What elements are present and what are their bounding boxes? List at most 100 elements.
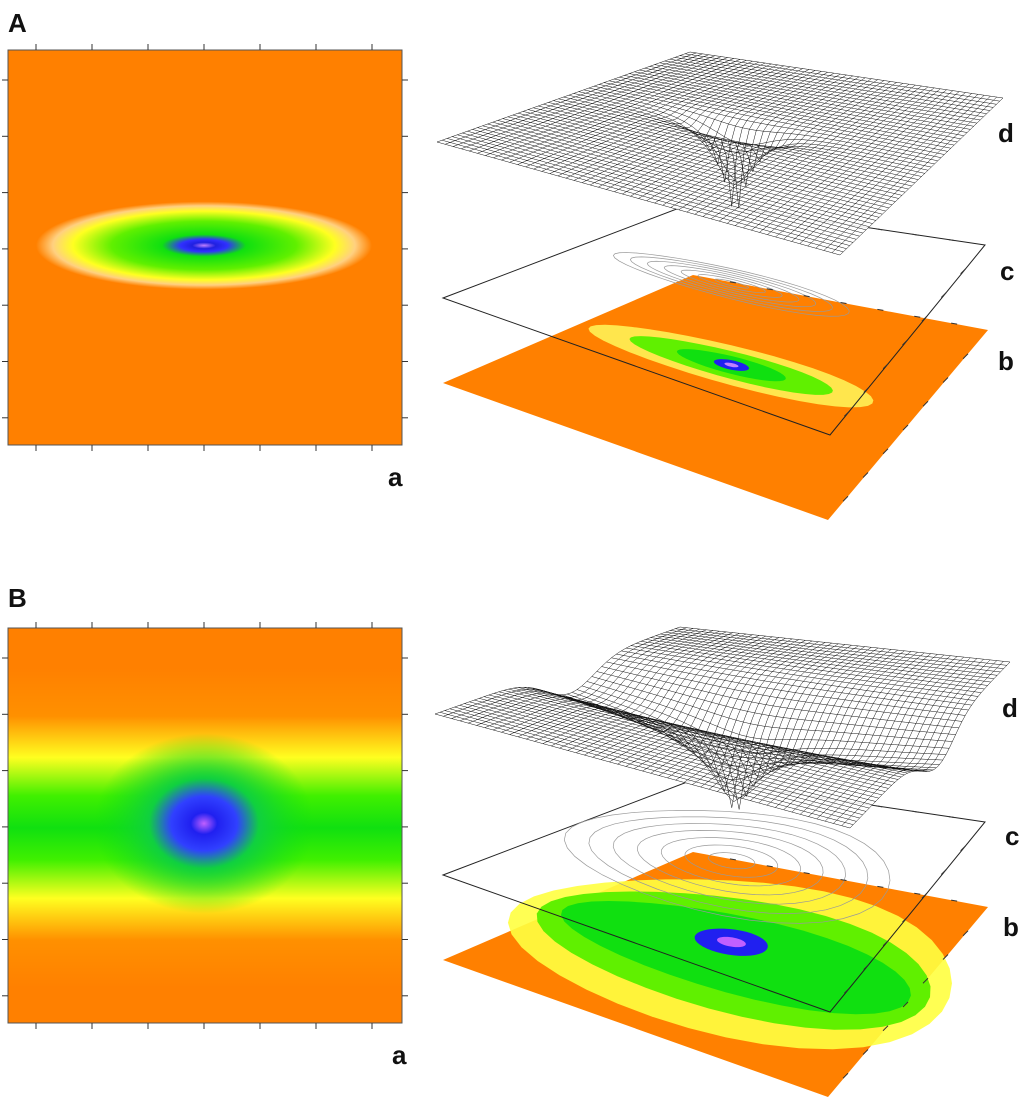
mesh-line [783,91,960,240]
mesh-line [849,661,1011,829]
mesh-line [678,79,878,211]
mesh-line [667,646,865,779]
contour [697,274,766,294]
contour [708,852,756,870]
tick [844,410,850,417]
mesh-line [741,652,925,799]
mesh-line [674,57,994,108]
heatmap-frame [7,49,403,446]
layer-b-plane [443,275,988,520]
tick [882,363,889,370]
mesh-line [640,641,985,690]
tick [942,954,949,960]
mesh-line [635,643,982,693]
mesh-line [750,653,931,801]
mesh-line [642,644,846,788]
layer-c-plane [441,778,986,1013]
mesh-line [629,73,964,136]
mesh-line [751,87,935,231]
tick [951,899,958,902]
mesh-line [807,94,979,247]
mesh-line [660,633,998,676]
tick [921,315,928,322]
mesh-line [614,78,955,146]
tick [863,964,870,970]
mesh-line [694,81,891,215]
mesh-line [658,645,859,776]
mesh-line [791,92,966,242]
mesh-line [675,628,1007,666]
mesh-line [646,75,853,201]
mesh-line [733,652,918,797]
mesh-line [586,681,950,749]
mesh-line [675,647,872,781]
mesh-line [601,666,959,729]
tick [960,845,966,852]
mesh-line [639,69,971,130]
mesh-line [591,676,953,742]
mesh-line [621,650,972,706]
tick [948,239,955,242]
tick [902,424,909,431]
contour [684,844,779,878]
tick [840,302,847,304]
mesh-line [700,649,892,788]
contour [714,278,749,289]
tick [842,1072,849,1079]
mesh-line [577,689,943,773]
mesh-line [664,60,987,114]
contour [588,816,869,915]
tick [940,292,947,298]
mesh-line [644,67,974,127]
mesh-line [669,58,990,111]
mesh-line [758,654,938,804]
tick [922,977,929,984]
mesh-line [583,89,935,165]
mesh-line [783,656,958,810]
mesh-line [649,66,977,124]
contour [663,265,800,303]
mesh-line [670,630,1004,669]
heatmap-frame [7,627,403,1024]
mesh-line [735,85,922,226]
mesh-line [689,51,1004,99]
mesh-line [823,95,991,251]
mesh-line [831,96,997,253]
tick [882,1025,889,1032]
mesh-line [759,88,941,233]
contour [629,256,833,312]
mesh-line [766,654,945,806]
tick [844,987,850,994]
mesh-line [710,83,903,220]
tick [912,810,919,813]
layer-label: b [998,346,1014,376]
tick [922,400,929,407]
heatmap [2,622,408,1029]
tick [914,315,921,318]
mesh-line [799,93,972,244]
mesh-line [767,89,947,235]
layer-label: d [998,118,1014,148]
mesh-line [616,653,969,711]
tick [876,805,883,808]
tick [902,1001,909,1008]
layer-b-blob [724,362,739,368]
tick [842,495,849,502]
tick [962,930,969,937]
mesh-line [816,659,984,820]
mesh-line [558,98,919,180]
mesh-line [725,651,912,794]
mesh-line [665,631,1001,673]
tick [877,885,884,888]
mesh-line [743,86,929,229]
tick [882,448,889,455]
layer-b-blob [561,901,911,1015]
heatmap-label: a [392,1040,407,1070]
mesh-line [800,657,971,815]
tick [876,228,883,231]
mesh-line [654,64,981,121]
tick [948,816,955,819]
layer-label: b [1003,912,1019,942]
mesh-line [670,78,872,208]
